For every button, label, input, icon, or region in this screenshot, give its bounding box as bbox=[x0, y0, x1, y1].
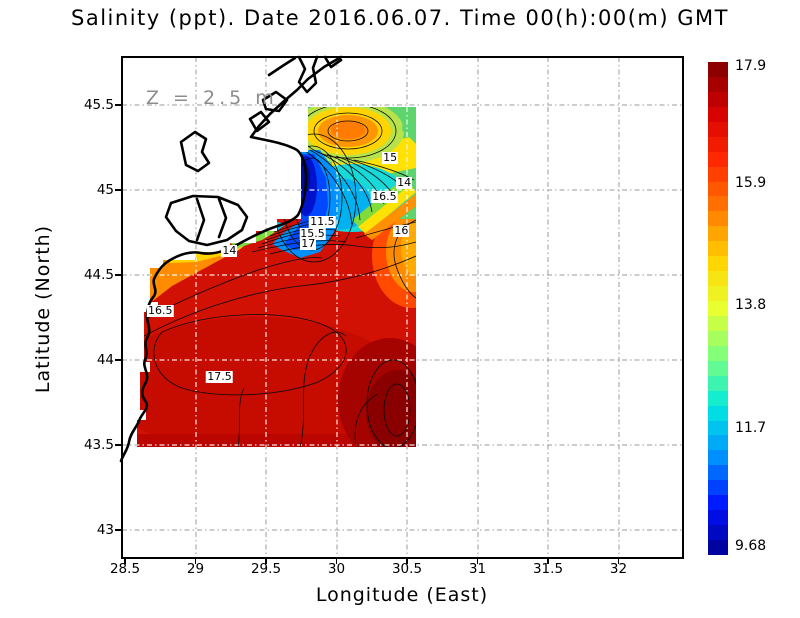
colorbar-segment bbox=[708, 256, 728, 272]
y-axis-label: Latitude (North) bbox=[32, 224, 54, 394]
colorbar-tick-label: 15.9 bbox=[735, 174, 767, 191]
y-tick-label: 43 bbox=[96, 522, 114, 538]
contour-label: 14 bbox=[221, 244, 238, 258]
colorbar-tick-label: 17.9 bbox=[735, 58, 767, 74]
contour-label: 15 bbox=[382, 150, 399, 164]
contour-label: 14 bbox=[396, 176, 413, 190]
contour-label: 15.5 bbox=[299, 227, 326, 241]
colorbar-segment bbox=[708, 76, 728, 92]
colorbar-segment bbox=[708, 390, 728, 406]
contour-label: 16.5 bbox=[371, 189, 398, 203]
y-tick-label: 43.5 bbox=[83, 437, 114, 453]
y-tick-mark bbox=[115, 274, 122, 276]
y-tick-label: 45.5 bbox=[83, 97, 114, 113]
colorbar-segment bbox=[708, 301, 728, 316]
colorbar-segment bbox=[708, 226, 728, 242]
colorbar-segment bbox=[708, 480, 728, 496]
x-tick-label: 30 bbox=[327, 561, 346, 577]
colorbar-segment bbox=[708, 271, 728, 287]
colorbar-segment bbox=[708, 330, 728, 346]
colorbar-segment bbox=[708, 91, 728, 107]
colorbar-segment bbox=[708, 435, 728, 451]
contour-label: 11.5 bbox=[309, 215, 336, 229]
x-tick-mark bbox=[547, 558, 549, 564]
coastline bbox=[119, 55, 343, 463]
colorbar-tick-label: 13.8 bbox=[735, 297, 767, 314]
colorbar-segment bbox=[708, 211, 728, 227]
colorbar-segment bbox=[708, 315, 728, 331]
x-tick-label: 28.5 bbox=[109, 561, 141, 577]
colorbar-tick-label: 9.68 bbox=[735, 538, 767, 555]
x-tick-label: 29 bbox=[186, 561, 205, 577]
x-tick-mark bbox=[476, 558, 479, 564]
y-tick-label: 45 bbox=[96, 182, 114, 198]
x-tick-label: 32 bbox=[609, 561, 628, 577]
contour-label: 16.5 bbox=[147, 303, 174, 317]
colorbar-segment bbox=[708, 166, 728, 182]
colorbar bbox=[708, 62, 728, 555]
x-tick-label: 31.5 bbox=[532, 561, 564, 577]
colorbar-segment bbox=[708, 510, 728, 526]
colorbar-segment bbox=[708, 121, 728, 137]
y-tick-mark bbox=[115, 444, 122, 446]
x-tick-mark bbox=[194, 558, 197, 564]
contour-label: 17 bbox=[300, 237, 317, 251]
colorbar-segment bbox=[708, 106, 728, 122]
colorbar-segment bbox=[708, 241, 728, 257]
colorbar-segment bbox=[708, 62, 728, 77]
colorbar-segment bbox=[708, 345, 728, 361]
contour-label: 16 bbox=[393, 223, 410, 237]
gridlines-white bbox=[137, 107, 416, 447]
y-tick-mark bbox=[115, 104, 122, 106]
x-tick-label: 29.5 bbox=[250, 561, 282, 577]
colorbar-segment bbox=[708, 450, 728, 466]
colorbar-segment bbox=[708, 525, 728, 540]
y-tick-label: 44.5 bbox=[83, 267, 114, 283]
x-tick-mark bbox=[265, 558, 267, 564]
plot-title: Salinity (ppt). Date 2016.06.07. Time 00… bbox=[71, 6, 729, 30]
colorbar-tick-label: 11.7 bbox=[735, 420, 767, 437]
colorbar-segment bbox=[708, 360, 728, 376]
contour-label: 17.5 bbox=[206, 370, 233, 383]
colorbar-segment bbox=[708, 151, 728, 167]
x-tick-label: 31 bbox=[468, 561, 487, 577]
colorbar-segment bbox=[708, 405, 728, 421]
colorbar-segment bbox=[708, 420, 728, 436]
x-tick-label: 30.5 bbox=[391, 561, 423, 577]
x-tick-mark bbox=[406, 558, 408, 564]
colorbar-segment bbox=[708, 181, 728, 197]
x-tick-mark bbox=[617, 558, 620, 564]
x-tick-mark bbox=[124, 558, 126, 564]
colorbar-segment bbox=[708, 196, 728, 212]
contour-lines bbox=[137, 107, 416, 447]
y-tick-mark bbox=[115, 529, 122, 531]
depth-annotation: Z = 2.5 m bbox=[146, 87, 278, 109]
x-axis-label: Longitude (East) bbox=[315, 584, 489, 606]
salinity-field bbox=[137, 107, 416, 447]
colorbar-segment bbox=[708, 286, 728, 301]
plot-frame bbox=[121, 56, 684, 559]
colorbar-segment bbox=[708, 495, 728, 511]
colorbar-segment bbox=[708, 136, 728, 152]
x-tick-mark bbox=[335, 558, 338, 564]
colorbar-segment bbox=[708, 375, 728, 391]
y-tick-mark bbox=[115, 359, 122, 361]
gridlines-gray bbox=[122, 57, 683, 558]
colorbar-segment bbox=[708, 465, 728, 481]
y-tick-mark bbox=[115, 189, 122, 191]
y-tick-label: 44 bbox=[96, 352, 114, 368]
colorbar-segment bbox=[708, 540, 728, 555]
